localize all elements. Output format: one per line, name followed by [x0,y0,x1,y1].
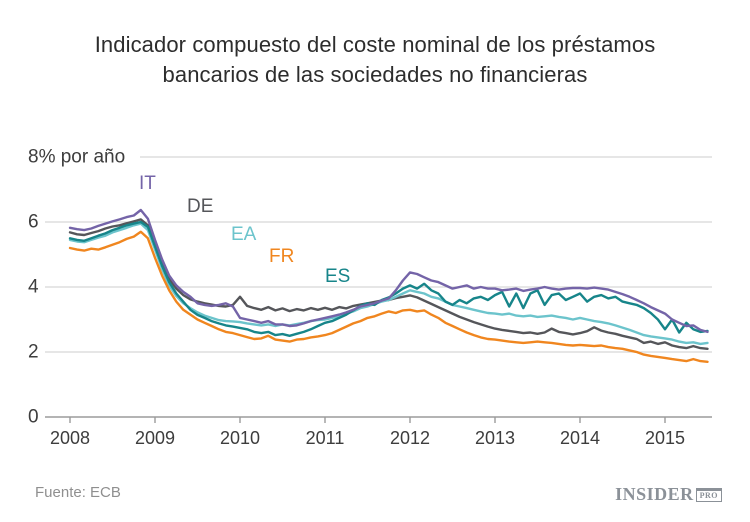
series-line-ea [68,222,709,346]
x-tick-label-2009: 2009 [134,428,176,448]
series-label-de: DE [187,196,214,217]
source-note: Fuente: ECB [35,484,121,501]
x-tick-label-2014: 2014 [559,428,601,448]
series-label-ea: EA [231,224,257,245]
y-tick-label-4: 4 [28,276,39,298]
series-label-es: ES [325,266,351,287]
brand-name: INSIDER [615,484,694,504]
series-label-it: IT [139,173,156,194]
chart-title-line2: bancarios de las sociedades no financier… [162,62,588,87]
y-tick-label-2: 2 [28,341,39,363]
insiderpro-logo: INSIDER PRO [615,484,722,505]
chart-title-line1: Indicador compuesto del coste nominal de… [94,32,656,57]
x-tick-label-2010: 2010 [219,428,261,448]
series-line-it [68,208,709,334]
series-line-fr [68,230,709,363]
x-tick-label-2008: 2008 [49,428,91,448]
x-tick-label-2013: 2013 [474,428,516,448]
x-tick-label-2011: 2011 [305,428,345,448]
y-tick-label-8: 8% por año [28,146,126,168]
y-tick-label-0: 0 [28,406,39,428]
x-tick-label-2015: 2015 [644,428,686,448]
y-tick-label-6: 6 [28,211,39,233]
chart-title: Indicador compuesto del coste nominal de… [0,30,750,90]
x-tick-label-2012: 2012 [389,428,431,448]
brand-pro-badge: PRO [695,487,722,502]
series-label-fr: FR [269,246,295,267]
